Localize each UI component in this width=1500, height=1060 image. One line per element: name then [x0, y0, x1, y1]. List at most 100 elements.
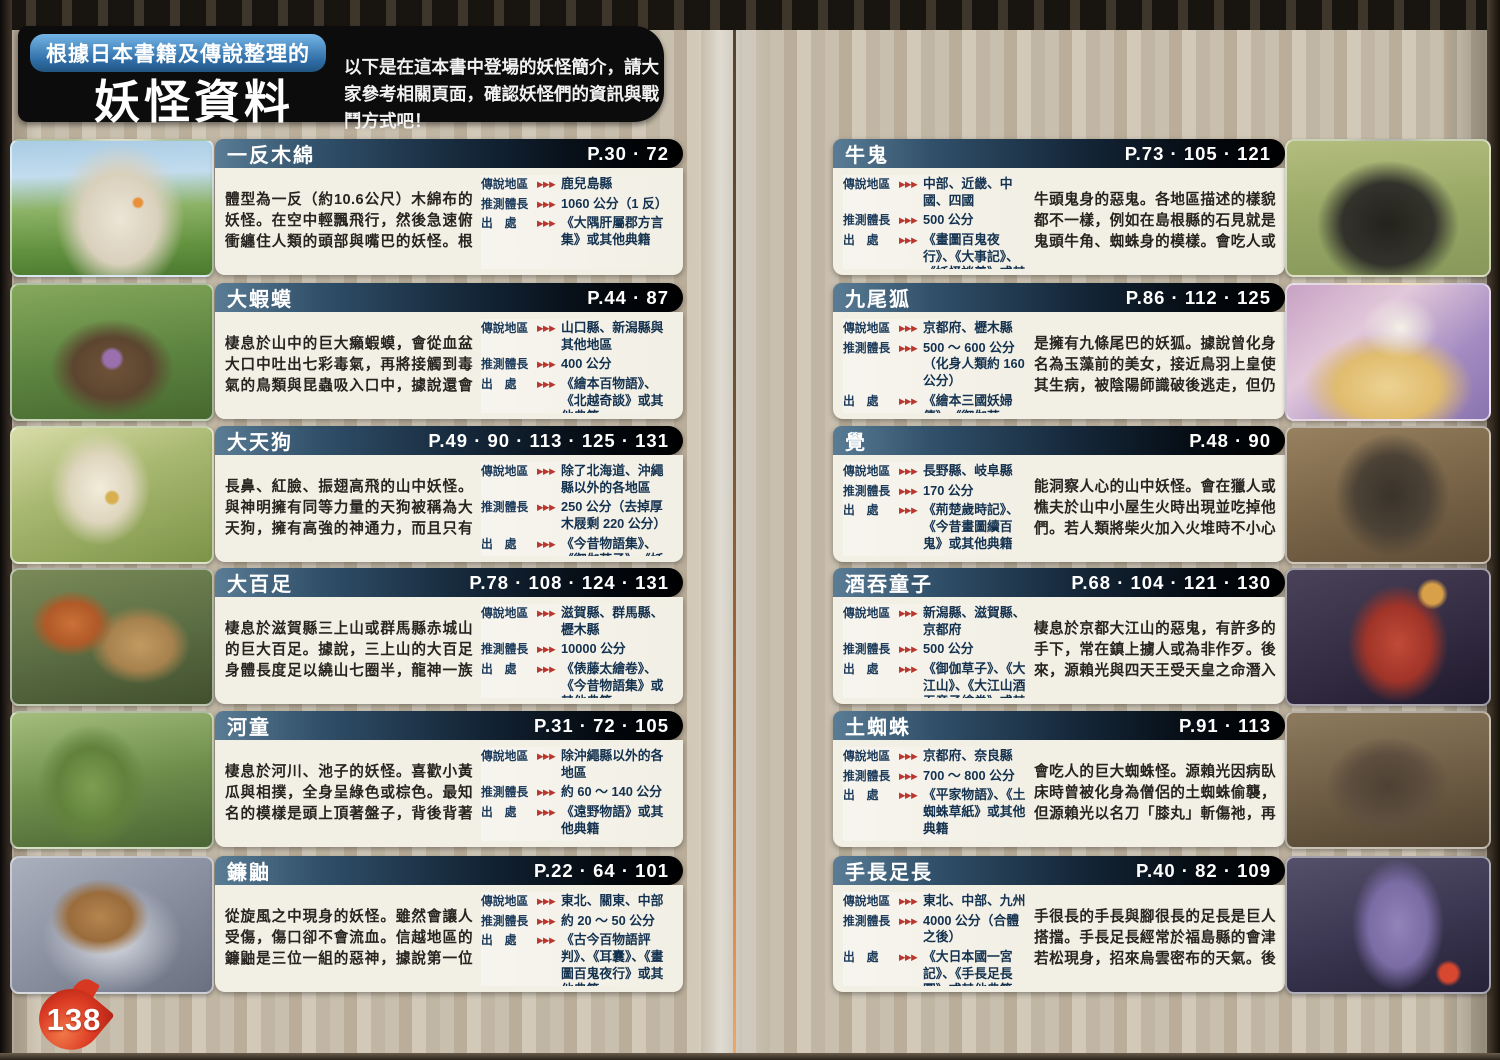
- yokai-description: 從旋風之中現身的妖怪。雖然會讓人受傷，傷口卻不會流血。信越地區的鐮鼬是三位一組的…: [225, 908, 473, 967]
- length-value: 400 公分: [561, 356, 612, 372]
- region-label: 傳說地區: [481, 606, 529, 620]
- yokai-card-shuten-doji: 酒吞童子 P.68 · 104 · 121 · 130 傳說地區 ▶▶▶ 新潟縣…: [833, 568, 1285, 704]
- book-spine-crease: [733, 30, 736, 1060]
- card-body: 傳說地區 ▶▶▶ 長野縣、岐阜縣 推測體長 ▶▶▶ 170 公分 出 處 ▶▶▶…: [833, 455, 1285, 562]
- arrow-icon: ▶▶▶: [537, 935, 556, 946]
- arrow-icon: ▶▶▶: [537, 198, 556, 209]
- source-label: 出 處: [843, 949, 879, 964]
- region-label: 傳說地區: [843, 894, 891, 908]
- detail-region: 傳說地區 ▶▶▶ 除了北海道、沖繩縣以外的各地區: [481, 463, 674, 496]
- yokai-row: 大蝦蟆 P.44 · 87 棲息於山中的巨大癩蝦蟆，會從血盆大口中吐出七彩毒氣，…: [0, 283, 1500, 421]
- nine-tailed-fox-artwork: [1285, 283, 1491, 421]
- source-label: 出 處: [481, 536, 517, 551]
- length-value: 170 公分: [923, 482, 974, 498]
- region-value: 東北、關東、中部: [561, 893, 664, 908]
- detail-region: 傳說地區 ▶▶▶ 山口縣、新潟縣與其他地區: [481, 320, 674, 353]
- region-label: 傳說地區: [843, 606, 891, 620]
- detail-length: 推測體長 ▶▶▶ 約 20 ～ 50 公分: [481, 913, 674, 930]
- source-value: 《大隅肝屬郡方言集》或其他典籍: [561, 215, 664, 247]
- yokai-details: 傳說地區 ▶▶▶ 京都府、奈良縣 推測體長 ▶▶▶ 700 ～ 800 公分 出…: [843, 747, 1026, 841]
- source-value: 《畫圖百鬼夜行》、《大事記》、《妖怪談義》或其他典籍: [923, 231, 1025, 269]
- header-intro-text: 以下是在這本書中登場的妖怪簡介，請大家參考相關頁面，確認妖怪們的資訊與戰鬥方式吧…: [344, 56, 659, 131]
- kamaitachi-artwork: [10, 856, 214, 994]
- yokai-description: 體型為一反（約10.6公尺）木綿布的妖怪。在空中輕飄飛行，然後急速俯衝纏住人類的…: [225, 191, 473, 250]
- length-value: 4000 公分（合體之後）: [923, 912, 1020, 945]
- arrow-icon: ▶▶▶: [899, 663, 918, 674]
- ushi-oni-artwork: [1285, 139, 1491, 277]
- length-value: 700 ～ 800 公分: [923, 767, 1015, 783]
- yokai-row: 大天狗 P.49 · 90 · 113 · 125 · 131 長鼻、紅臉、振翅…: [0, 426, 1500, 564]
- source-label: 出 處: [481, 933, 517, 948]
- detail-region: 傳說地區 ▶▶▶ 新潟縣、滋賀縣、京都府: [843, 605, 1026, 638]
- page-refs: P.73 · 105 · 121: [1124, 142, 1271, 164]
- card-body: 傳說地區 ▶▶▶ 中部、近畿、中國、四國 推測體長 ▶▶▶ 500 公分 出 處…: [833, 168, 1285, 275]
- source-label: 出 處: [843, 661, 879, 676]
- arrow-icon: ▶▶▶: [899, 485, 918, 496]
- page-left-edge: [0, 0, 12, 1060]
- length-label: 推測體長: [481, 785, 529, 800]
- card-title-bar: 牛鬼 P.73 · 105 · 121: [833, 139, 1285, 168]
- page-bottom-edge: [0, 1053, 1500, 1060]
- yokai-details: 傳說地區 ▶▶▶ 東北、關東、中部 推測體長 ▶▶▶ 約 20 ～ 50 公分 …: [481, 892, 674, 986]
- length-value: 10000 公分: [561, 641, 626, 657]
- card-body: 從旋風之中現身的妖怪。雖然會讓人受傷，傷口卻不會流血。信越地區的鐮鼬是三位一組的…: [215, 885, 683, 992]
- yokai-card-satori: 覺 P.48 · 90 傳說地區 ▶▶▶ 長野縣、岐阜縣 推測體長 ▶▶▶ 17…: [833, 426, 1285, 562]
- page-refs: P.49 · 90 · 113 · 125 · 131: [428, 429, 669, 451]
- detail-source: 出 處 ▶▶▶ 《今昔物語集》、《御伽草子》、《妖怪玄談》或其他典籍: [481, 536, 674, 557]
- yokai-description: 能洞察人心的山中妖怪。會在獵人或樵夫於山中小屋生火時出現並吃掉他們。若人類將柴火…: [1034, 478, 1276, 537]
- page-refs: P.31 · 72 · 105: [534, 714, 669, 736]
- yokai-row: 河童 P.31 · 72 · 105 棲息於河川、池子的妖怪。喜歡小黃瓜與相撲，…: [0, 711, 1500, 849]
- arrow-icon: ▶▶▶: [899, 323, 918, 333]
- detail-region: 傳說地區 ▶▶▶ 長野縣、岐阜縣: [843, 463, 1026, 480]
- yokai-name: 牛鬼: [845, 145, 889, 167]
- arrow-icon: ▶▶▶: [537, 806, 556, 817]
- yokai-details: 傳說地區 ▶▶▶ 滋賀縣、群馬縣、櫪木縣 推測體長 ▶▶▶ 10000 公分 出…: [481, 604, 674, 698]
- length-label: 推測體長: [481, 357, 529, 372]
- card-body: 棲息於山中的巨大癩蝦蟆，會從血盆大口中吐出七彩毒氣，再將接觸到毒氣的鳥類與昆蟲吸…: [215, 312, 683, 419]
- detail-region: 傳說地區 ▶▶▶ 中部、近畿、中國、四國: [843, 176, 1026, 209]
- yokai-name: 大蝦蟆: [227, 289, 293, 311]
- yokai-card-kappa: 河童 P.31 · 72 · 105 棲息於河川、池子的妖怪。喜歡小黃瓜與相撲，…: [215, 711, 683, 847]
- yokai-description: 棲息於滋賀縣三上山或群馬縣赤城山的巨大百足。據說，三上山的大百足身體長度足以繞山…: [225, 620, 473, 679]
- region-label: 傳說地區: [843, 464, 891, 478]
- region-value: 長野縣、岐阜縣: [923, 463, 1013, 478]
- detail-source: 出 處 ▶▶▶ 《畫圖百鬼夜行》、《大事記》、《妖怪談義》或其他典籍: [843, 232, 1026, 269]
- region-value: 京都府、奈良縣: [923, 748, 1013, 763]
- page-top-edge: [0, 0, 1500, 30]
- region-value: 中部、近畿、中國、四國: [923, 176, 1013, 208]
- arrow-icon: ▶▶▶: [899, 896, 918, 906]
- length-label: 推測體長: [843, 213, 891, 228]
- source-value: 《今昔物語集》、《御伽草子》、《妖怪玄談》或其他典籍: [561, 535, 663, 557]
- yokai-description: 牛頭鬼身的惡鬼。各地區描述的樣貌都不一樣，例如在島根縣的石見就是鬼頭牛角、蜘蛛身…: [1034, 191, 1276, 250]
- length-value: 約 20 ～ 50 公分: [561, 912, 655, 928]
- detail-region: 傳說地區 ▶▶▶ 東北、中部、九州: [843, 893, 1026, 910]
- arrow-icon: ▶▶▶: [899, 790, 918, 801]
- yokai-details: 傳說地區 ▶▶▶ 京都府、櫪木縣 推測體長 ▶▶▶ 500 ～ 600 公分（化…: [843, 319, 1026, 413]
- arrow-icon: ▶▶▶: [899, 215, 918, 226]
- page-refs: P.68 · 104 · 121 · 130: [1071, 571, 1271, 593]
- yokai-row: 鐮鼬 P.22 · 64 · 101 從旋風之中現身的妖怪。雖然會讓人受傷，傷口…: [0, 856, 1500, 1008]
- detail-source: 出 處 ▶▶▶ 《繪本百物語》、《北越奇談》或其他典籍: [481, 376, 674, 413]
- kappa-artwork: [10, 711, 214, 849]
- region-value: 京都府、櫪木縣: [923, 320, 1013, 335]
- card-body: 長鼻、紅臉、振翅高飛的山中妖怪。與神明擁有同等力量的天狗被稱為大天狗，擁有高強的…: [215, 455, 683, 562]
- length-label: 推測體長: [481, 913, 529, 928]
- detail-region: 傳說地區 ▶▶▶ 京都府、奈良縣: [843, 748, 1026, 765]
- source-value: 《荊楚歲時記》、《今昔畫圖續百鬼》或其他典籍: [923, 502, 1019, 551]
- ittan-momen-artwork: [10, 139, 214, 277]
- detail-source: 出 處 ▶▶▶ 《荊楚歲時記》、《今昔畫圖續百鬼》或其他典籍: [843, 502, 1026, 552]
- tsuchigumo-artwork: [1285, 711, 1491, 849]
- arrow-icon: ▶▶▶: [537, 502, 556, 513]
- yokai-name: 大天狗: [227, 432, 293, 454]
- region-value: 除了北海道、沖繩縣以外的各地區: [561, 463, 664, 495]
- arrow-icon: ▶▶▶: [899, 395, 918, 406]
- source-label: 出 處: [481, 216, 517, 231]
- length-value: 500 公分: [923, 641, 974, 657]
- yokai-name: 土蜘蛛: [845, 717, 911, 739]
- yokai-card-tenaga-ashinaga: 手長足長 P.40 · 82 · 109 傳說地區 ▶▶▶ 東北、中部、九州 推…: [833, 856, 1285, 992]
- yokai-card-omukade: 大百足 P.78 · 108 · 124 · 131 棲息於滋賀縣三上山或群馬縣…: [215, 568, 683, 704]
- yokai-name: 九尾狐: [845, 289, 911, 311]
- yokai-details: 傳說地區 ▶▶▶ 鹿兒島縣 推測體長 ▶▶▶ 1060 公分（1 反） 出 處 …: [481, 175, 674, 269]
- card-body: 棲息於滋賀縣三上山或群馬縣赤城山的巨大百足。據說，三上山的大百足身體長度足以繞山…: [215, 597, 683, 704]
- detail-region: 傳說地區 ▶▶▶ 滋賀縣、群馬縣、櫪木縣: [481, 605, 674, 638]
